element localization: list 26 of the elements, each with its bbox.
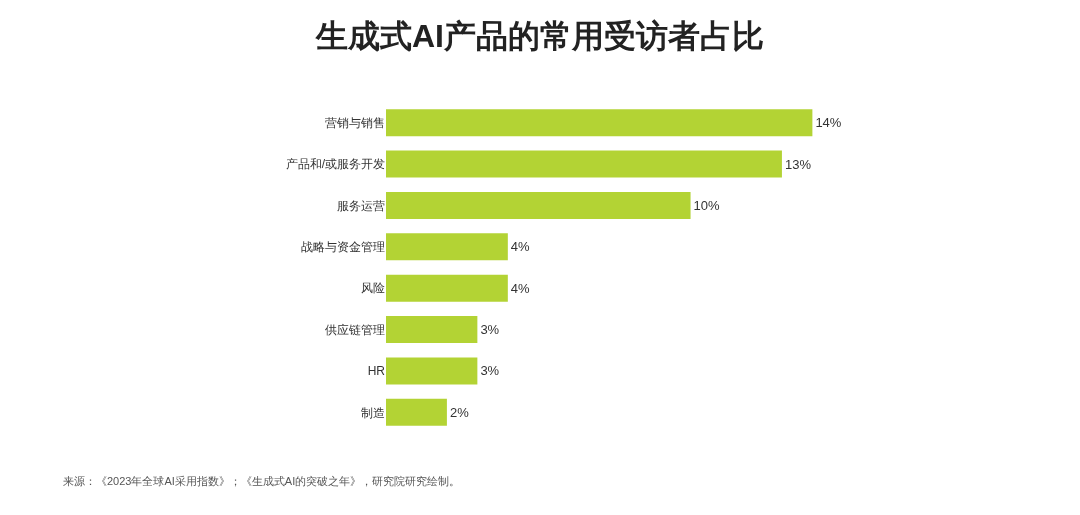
data-label: 3% (480, 363, 500, 379)
y-tick-label: HR (367, 364, 386, 379)
data-label: 2% (449, 404, 470, 420)
bar (386, 109, 813, 137)
y-tick-label: 制造 (361, 405, 385, 420)
y-tick-label: 产品和/或服务开发 (285, 157, 385, 172)
bar (386, 316, 478, 344)
y-tick-label: 营销与销售 (325, 115, 385, 130)
data-label: 13% (784, 156, 812, 172)
bar (386, 233, 508, 261)
y-tick-label: 战略与资金管理 (301, 240, 385, 255)
chart-title: 生成式AI产品的常用受访者占比 (315, 18, 764, 55)
data-label: 4% (510, 280, 531, 296)
y-tick-label: 供应链管理 (325, 322, 385, 337)
y-tick-label: 风险 (361, 281, 385, 296)
source-note: 来源：《2023年全球AI采用指数》；《生成式AI的突破之年》，研究院研究绘制。 (63, 475, 461, 487)
bar (386, 150, 782, 178)
bar (386, 274, 508, 302)
bar (386, 357, 478, 385)
bar (386, 398, 447, 426)
data-label: 14% (815, 115, 842, 131)
data-label: 3% (480, 322, 500, 338)
data-label: 4% (510, 239, 531, 255)
y-tick-label: 服务运营 (337, 198, 385, 213)
data-label: 10% (693, 197, 721, 213)
bar (386, 191, 691, 219)
